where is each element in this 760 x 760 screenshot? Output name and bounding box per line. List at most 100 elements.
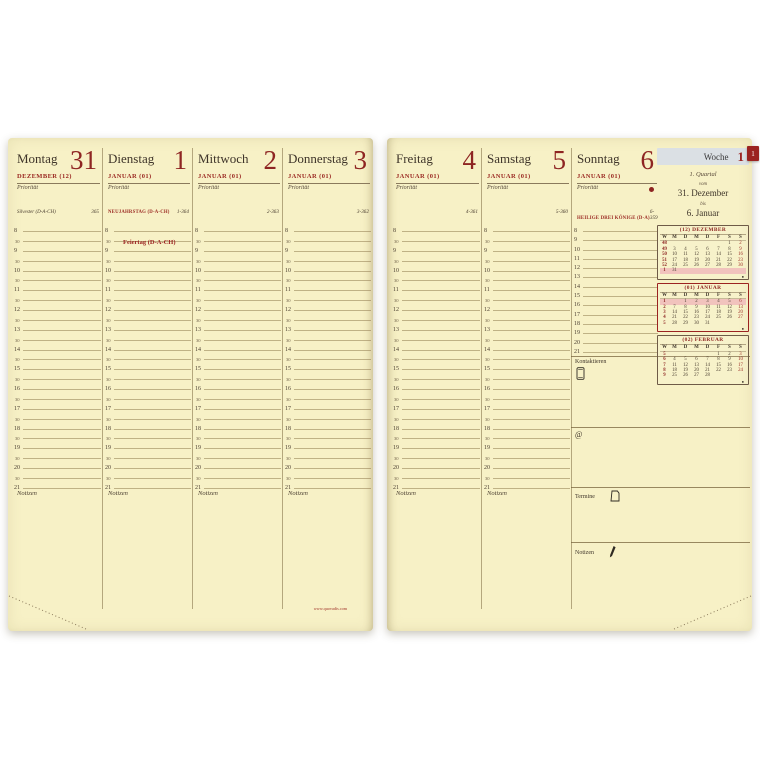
day-cell: 6 [706,246,709,252]
half-hour-row: 30 [391,436,481,448]
section-label: @ [575,430,583,439]
day-cell: 2 [695,299,698,305]
half-hour-line [294,379,371,381]
hour-line [204,389,281,390]
hour-label: 14 [105,346,111,353]
half-hour-label: 30 [394,298,399,304]
hour-row: 11 [482,287,571,300]
day-cell: 9 [728,357,731,363]
half-hour-line [204,458,281,460]
half-hour-label: 30 [394,238,399,244]
hour-row: 20 [193,465,282,478]
day-column-sonntag: Sonntag 6 JANUAR (01) Priorität HEILIGE DREI… [571,145,659,609]
weekday-letter: W [660,235,669,242]
half-hour-row: 30 [391,357,481,369]
week-edge-tab: 1 [747,146,759,161]
half-hour-line [114,300,191,302]
week-number-cell: 5 [663,320,666,326]
hour-line [402,448,480,450]
hour-row: 16 [12,386,102,399]
half-hour-line [114,418,191,420]
hour-label: 16 [105,386,111,392]
hour-row: 8 [572,228,659,240]
hour-line [294,408,371,410]
hour-line [23,468,101,469]
half-hour-label: 30 [15,317,20,323]
half-hour-line [402,300,480,302]
half-hour-label: 30 [485,317,490,323]
day-cell: 5 [695,246,698,252]
hour-row: 14 [12,347,102,360]
hour-line [204,250,281,252]
half-hour-label: 30 [106,337,111,343]
priority-label: Priorität [17,185,39,191]
hour-label: 8 [14,228,17,234]
half-hour-row: 30 [193,298,282,310]
hour-label: 19 [574,330,580,337]
half-hour-line [402,339,480,341]
hour-line [23,329,101,331]
half-hour-row: 30 [391,278,481,290]
day-cell: 10 [738,357,743,363]
holiday-row: Silvester (D-A-CH) 365 [17,209,99,215]
holiday-note: Feiertag (D-A-CH) [123,238,176,246]
day-cell: 25 [672,373,677,379]
half-hour-line [204,339,281,341]
day-cell [724,321,735,326]
half-hour-label: 30 [15,238,20,244]
month-label: JANUAR (01) [577,173,621,180]
day-cell: 21 [716,257,721,263]
hour-label: 19 [285,445,291,452]
hour-label: 18 [484,425,490,432]
hour-line [23,369,101,371]
hour-line [204,270,281,272]
day-name-label: Mittwoch [198,151,249,166]
right-columns: Freitag 4 JANUAR (01) Priorität 4-361 8 30 9 30 1… [391,145,659,609]
hour-label: 11 [285,287,291,294]
hour-row: 8 [482,228,571,241]
half-hour-label: 30 [286,456,291,462]
half-hour-row: 30 [391,259,481,271]
day-cell [713,321,724,326]
hour-label: 13 [285,326,291,333]
half-hour-line [204,260,281,262]
half-hour-label: 30 [15,298,20,304]
hour-line [114,270,191,272]
priority-label: Priorität [288,185,310,191]
weekday-letter: D [702,293,713,300]
half-hour-row: 30 [482,259,571,271]
hour-line [114,468,191,469]
half-hour-row: 30 [391,476,481,488]
half-hour-label: 30 [485,238,490,244]
hour-line [114,408,191,410]
hour-label: 12 [484,307,490,313]
week-number: 1 [737,148,745,164]
hour-row: 17 [283,406,372,419]
day-cell: 11 [672,362,677,368]
hour-row: 21 [391,485,481,498]
hour-row: 19 [103,445,192,458]
day-header: Dienstag 1 [108,145,190,175]
quarter-label: 1. Quartal [689,171,717,178]
hour-label: 20 [393,465,399,471]
hour-line [493,270,570,272]
hour-row: 21 [12,485,102,498]
hour-row: 9 [482,248,571,261]
hour-line [114,428,191,430]
hour-row: 18 [391,426,481,439]
calendar-week-row: 5 28 29 30 31 [660,321,746,326]
day-cell: 10 [705,304,710,310]
half-hour-label: 30 [286,436,291,442]
hour-label: 12 [574,265,580,272]
hour-row: 18 [283,426,372,439]
week-header-box: Woche 1 [657,148,749,165]
hour-line [114,231,191,232]
day-count-label: 6-359 [649,209,658,221]
hour-label: 19 [195,445,201,452]
hour-line [23,448,101,450]
hour-row: 18 [12,426,102,439]
mini-calendar: (01) JANUAR W M D M D F S S 1 1 2 3 4 5 6 2 7 8 9 10 11 12 13 3 1… [657,282,749,333]
hour-row: 15 [12,366,102,379]
calendar-week-row: 6 4 5 6 7 8 9 10 [660,357,746,362]
hour-label: 17 [14,405,20,412]
